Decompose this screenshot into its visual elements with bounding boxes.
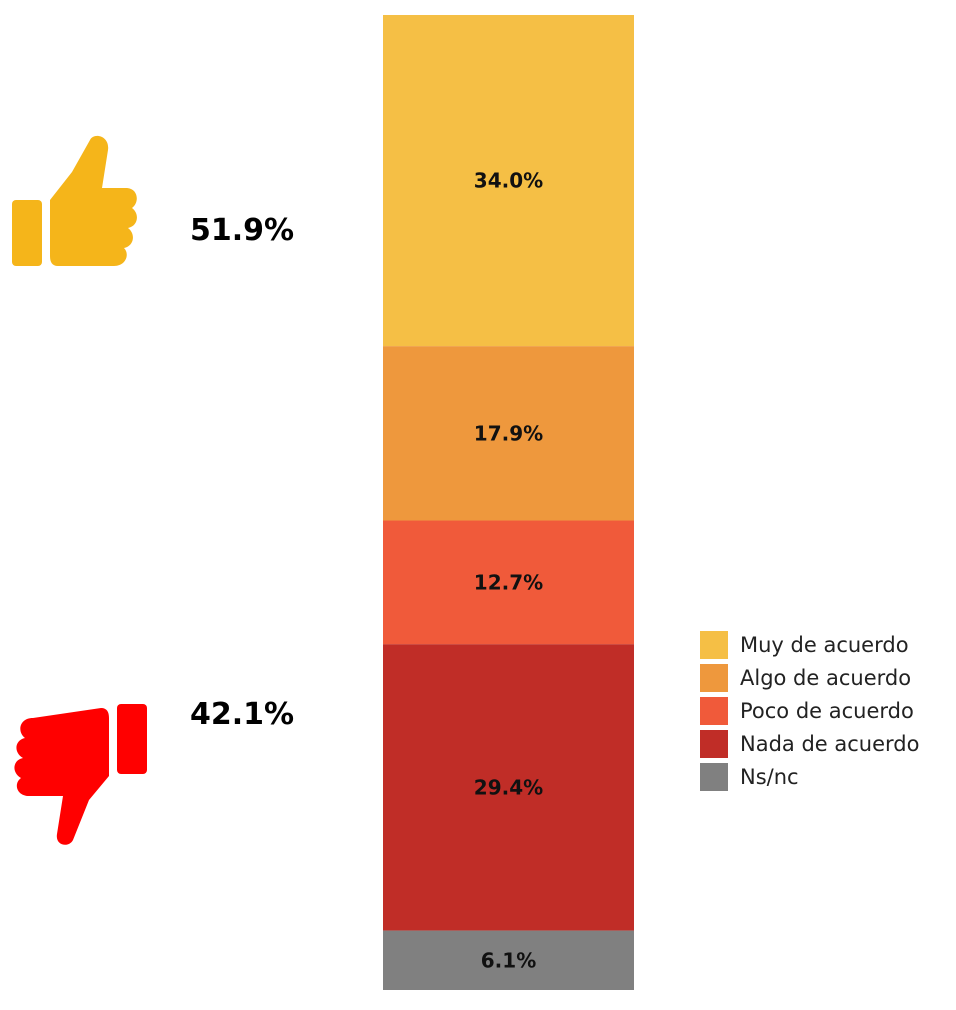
legend-label: Muy de acuerdo — [740, 632, 909, 657]
data-label-3: 12.7% — [474, 570, 543, 594]
legend-label: Algo de acuerdo — [740, 665, 912, 690]
legend-item-4: Nada de acuerdo — [700, 727, 919, 760]
data-label-1: 34.0% — [474, 169, 543, 193]
bar-segment-4 — [383, 644, 634, 931]
legend-item-5: Ns/nc — [700, 760, 919, 793]
disagree-total-label: 42.1% — [190, 697, 295, 732]
legend-label: Ns/nc — [740, 764, 799, 789]
legend-swatch — [700, 630, 728, 659]
legend-swatch — [700, 663, 728, 692]
legend-item-2: Algo de acuerdo — [700, 661, 919, 694]
legend-item-1: Muy de acuerdo — [700, 628, 919, 661]
data-label-5: 6.1% — [481, 948, 536, 972]
bar-segment-2 — [383, 346, 634, 521]
bar-segment-1 — [383, 15, 634, 347]
agree-total-label: 51.9% — [190, 213, 295, 248]
legend-item-3: Poco de acuerdo — [700, 694, 919, 727]
legend-label: Nada de acuerdo — [740, 731, 920, 756]
data-label-2: 17.9% — [474, 421, 543, 445]
bar-segment-3 — [383, 520, 634, 645]
data-label-4: 29.4% — [474, 775, 543, 799]
legend-swatch — [700, 729, 728, 758]
legend-swatch — [700, 696, 728, 725]
legend-swatch — [700, 762, 728, 791]
legend: Muy de acuerdo Algo de acuerdo Poco de acu… — [700, 628, 919, 793]
bar-segment-5 — [383, 930, 634, 990]
legend-label: Poco de acuerdo — [740, 698, 914, 723]
thumbs-down-icon — [14, 704, 147, 845]
thumbs-up-icon — [12, 135, 137, 266]
